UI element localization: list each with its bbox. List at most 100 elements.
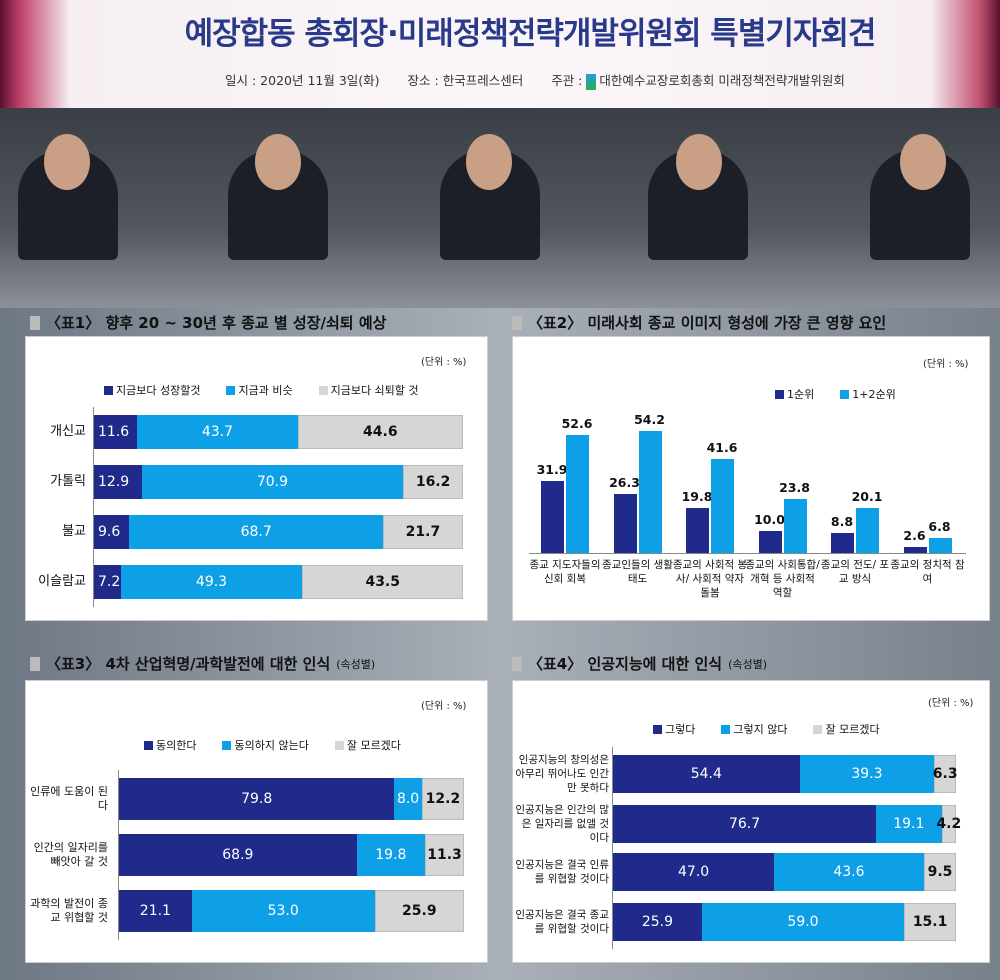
- bar-segment: 43.5: [302, 565, 463, 599]
- chart-title-note: (속성별): [336, 657, 376, 671]
- chart-panel-c2: (단위 : %) 1순위 1+2순위 31.9 52.6 종교 지도자들의 신회 회복 26…: [512, 336, 990, 621]
- legend-swatch: [840, 390, 850, 399]
- legend-item: 잘 모르겠다: [813, 721, 880, 737]
- bar: [758, 530, 782, 553]
- data-label: 8.8: [830, 514, 854, 530]
- bar-segment: 12.2: [421, 778, 464, 820]
- legend-label: 1+2순위: [852, 388, 896, 401]
- bar-segment: 11.6: [94, 415, 137, 449]
- banner-subtitle: 일시 : 2020년 11월 3일(화) 장소 : 한국프레스센터 주관 : 대…: [225, 70, 845, 90]
- category-label: 종교의 전도/ 포교 방식: [820, 559, 890, 585]
- legend-swatch: [721, 725, 731, 734]
- legend-item: 지금보다 쇠퇴할 것: [318, 382, 419, 398]
- category-label: 종교의 사회통합/ 개혁 등 사회적 역할: [745, 559, 820, 599]
- data-label: 2.6: [903, 528, 926, 544]
- legend-item: 1순위: [775, 386, 814, 402]
- bar-segment: 54.4: [613, 755, 800, 793]
- event-host: 주관 : 대한예수교장로회총회 미래정책전략개발위원회: [551, 73, 845, 90]
- chart-title-text: 〈표3〉 4차 산업혁명/과학발전에 대한 인식: [46, 655, 331, 673]
- bar: [613, 493, 637, 553]
- legend-swatch: [775, 390, 784, 399]
- legend-swatch: [813, 725, 823, 734]
- category-label: 개신교: [50, 424, 86, 439]
- bar: [903, 547, 927, 553]
- data-label: 20.1: [851, 488, 883, 504]
- legend-label: 1순위: [787, 388, 815, 401]
- unit-label: (단위 : %): [421, 357, 467, 368]
- x-axis: [529, 553, 966, 554]
- legend-item: 그렇다: [653, 721, 695, 737]
- bar-segment: 4.2: [936, 805, 961, 843]
- bar-segment: 43.6: [774, 853, 924, 891]
- bar-segment: 68.7: [129, 515, 383, 549]
- unit-label: (단위 : %): [421, 701, 467, 712]
- legend-swatch: [334, 741, 344, 750]
- category-label: 종교인들의 생활태도: [602, 559, 673, 585]
- bar: [711, 459, 734, 553]
- bar-segment: 21.1: [119, 890, 192, 932]
- legend-label: 지금보다 쇠퇴할 것: [330, 384, 419, 397]
- data-label: 41.6: [706, 440, 738, 456]
- bar-segment: 21.7: [382, 515, 463, 549]
- y-axis: [612, 747, 613, 949]
- bar-segment: 79.8: [119, 778, 395, 820]
- chart-title-note: (속성별): [728, 657, 768, 671]
- event-date: 일시 : 2020년 11월 3일(화): [225, 73, 380, 89]
- bar: [928, 537, 952, 553]
- category-label: 종교의 정치적 참여: [890, 559, 965, 585]
- bar: [831, 533, 854, 553]
- legend-label: 그렇지 않다: [733, 723, 788, 736]
- category-label: 인류에 도움이 된다: [30, 785, 108, 812]
- bar-segment: 39.3: [799, 755, 935, 793]
- bar-segment: 11.3: [425, 834, 464, 876]
- bar-segment: 59.0: [701, 903, 905, 941]
- bar-segment: 53.0: [191, 890, 375, 932]
- category-label: 인공지능의 창의성은 아무리 뛰어나도 인간만 못하다: [515, 754, 609, 794]
- category-label: 불교: [62, 524, 86, 539]
- data-label: 23.8: [779, 480, 810, 496]
- press-conference-photo: [0, 108, 1000, 372]
- bar: [541, 481, 564, 553]
- bar-segment: 7.2: [94, 565, 121, 599]
- legend-item: 지금보다 성장할것: [104, 382, 200, 398]
- legend-swatch: [144, 741, 153, 750]
- legend: 1순위 1+2순위: [775, 386, 896, 402]
- legend-label: 지금과 비슷: [238, 384, 293, 397]
- data-label: 26.3: [609, 474, 640, 490]
- legend: 동의한다 동의하지 않는다 잘 모르겠다: [144, 737, 401, 753]
- bar: [638, 431, 662, 553]
- legend-item: 지금과 비슷: [226, 382, 293, 398]
- chart-title-text: 〈표1〉 향후 20 ~ 30년 후 종교 별 성장/쇠퇴 예상: [46, 314, 387, 332]
- banner-title: 예장합동 총회장·미래정책전략개발위원회 특별기자회견: [184, 16, 877, 52]
- category-label: 종교 지도자들의 신회 회복: [529, 559, 601, 585]
- bar-segment: 6.3: [933, 755, 958, 793]
- bar-segment: 76.7: [613, 805, 877, 843]
- legend-item: 동의하지 않는다: [222, 737, 309, 753]
- category-label: 인간의 일자리를 빼앗아 갈 것: [33, 841, 108, 868]
- category-label: 인공지능은 결국 인류를 위협할 것이다: [515, 859, 609, 885]
- unit-label: (단위 : %): [928, 698, 974, 709]
- bar: [783, 499, 807, 553]
- legend-item: 1+2순위: [840, 386, 896, 402]
- chart-title: 〈표1〉 향후 20 ~ 30년 후 종교 별 성장/쇠퇴 예상: [30, 312, 386, 333]
- bar-segment: 44.6: [298, 415, 463, 449]
- legend-swatch: [226, 386, 236, 395]
- bar-segment: 43.7: [136, 415, 299, 449]
- chart-panel-c3: (단위 : %) 동의한다 동의하지 않는다 잘 모르겠다 인류에 도움이 된다 79.8…: [25, 680, 488, 963]
- bar: [566, 434, 589, 553]
- church-logo-icon: [586, 73, 597, 90]
- legend-label: 동의하지 않는다: [234, 739, 309, 752]
- legend-swatch: [222, 741, 232, 750]
- bar-segment: 49.3: [120, 565, 303, 599]
- bar-segment: 8.0: [394, 778, 422, 820]
- data-label: 54.2: [634, 412, 665, 428]
- title-marker-icon: [512, 315, 522, 330]
- legend-item: 잘 모르겠다: [334, 737, 401, 753]
- data-label: 52.6: [561, 415, 593, 431]
- data-label: 19.8: [681, 489, 713, 505]
- legend-swatch: [653, 725, 662, 734]
- bar: [686, 508, 709, 553]
- bar-segment: 16.2: [403, 465, 463, 499]
